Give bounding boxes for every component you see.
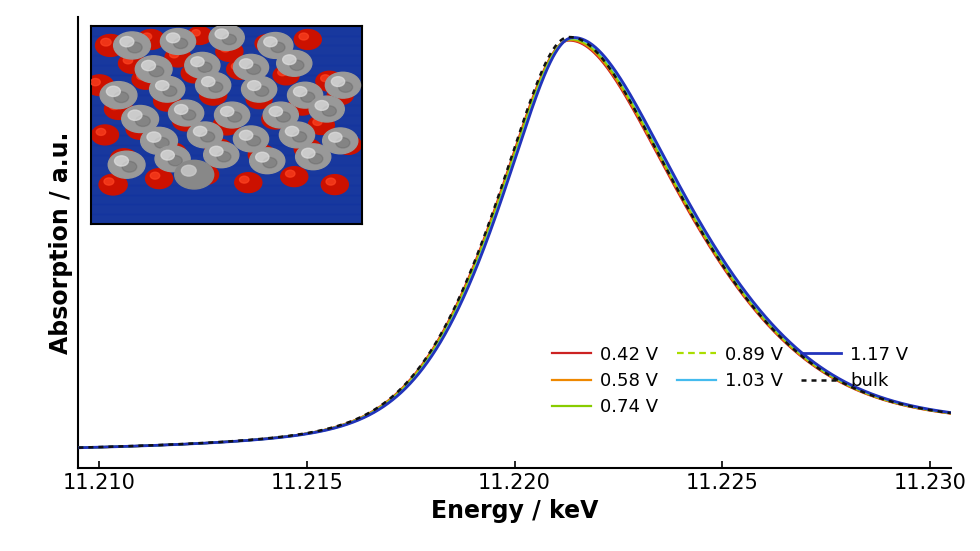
Legend: 0.42 V, 0.58 V, 0.74 V, 0.89 V, 1.03 V, 1.17 V, bulk: 0.42 V, 0.58 V, 0.74 V, 0.89 V, 1.03 V, … (544, 338, 915, 423)
X-axis label: Energy / keV: Energy / keV (431, 499, 598, 523)
Y-axis label: Absorption / a.u.: Absorption / a.u. (49, 131, 73, 354)
